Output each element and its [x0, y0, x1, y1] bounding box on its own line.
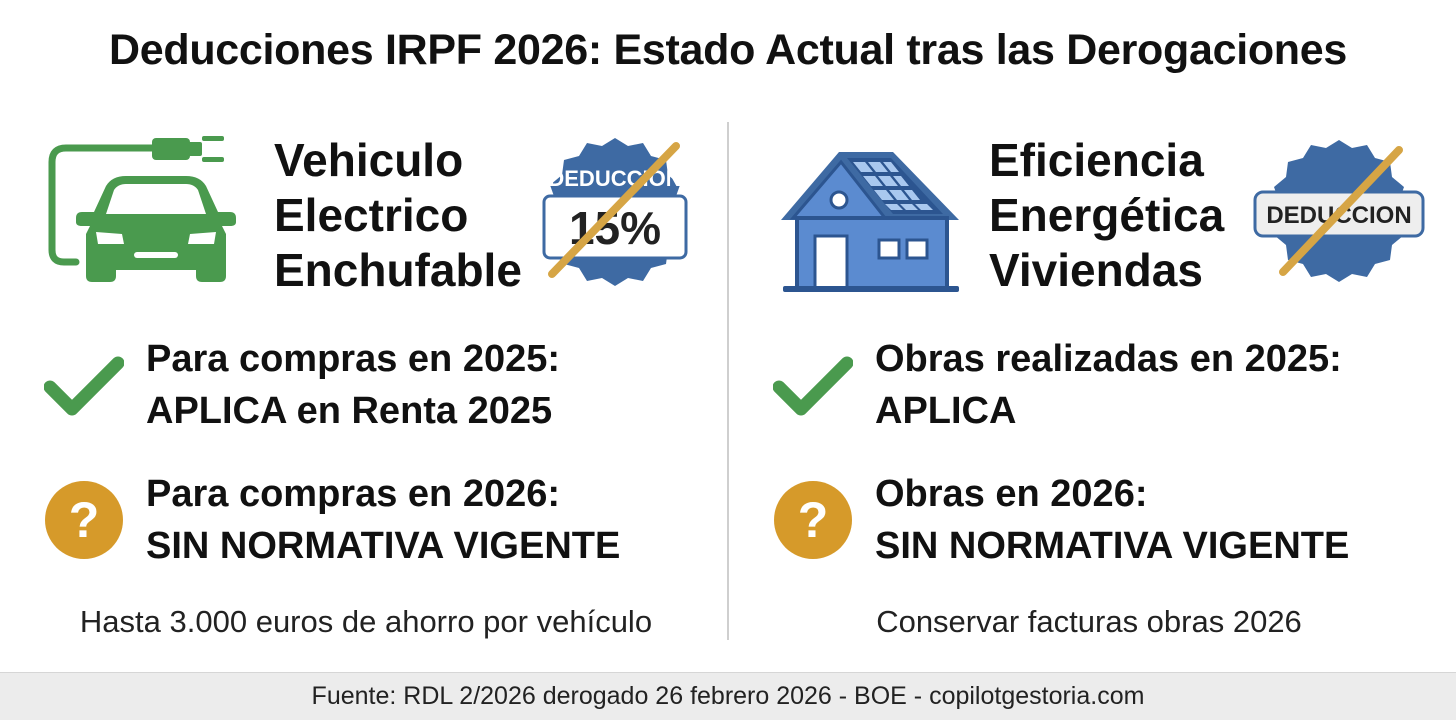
- source-footer: Fuente: RDL 2/2026 derogado 26 febrero 2…: [0, 672, 1456, 720]
- status-row-2026: ? Obras en 2026: SIN NORMATIVA VIGENTE: [773, 468, 1349, 572]
- check-icon: [44, 345, 124, 425]
- electric-car-plug-icon: [48, 136, 236, 282]
- status-row-2025: Para compras en 2025: APLICA en Renta 20…: [44, 333, 560, 437]
- status-line-1: Para compras en 2025:: [146, 338, 561, 380]
- heading-electric-vehicle: Vehiculo Electrico Enchufable: [274, 133, 522, 298]
- status-row-2026: ? Para compras en 2026: SIN NORMATIVA VI…: [44, 468, 620, 572]
- note-savings: Hasta 3.000 euros de ahorro por vehículo: [79, 604, 653, 639]
- crossed-out-badge-icon: DEDUCCION: [1253, 140, 1425, 282]
- heading-line-3: Enchufable: [274, 244, 522, 296]
- status-row-2025: Obras realizadas en 2025: APLICA: [773, 333, 1342, 437]
- solar-house-icon: [781, 152, 959, 292]
- crossed-out-badge-icon: DEDUCCION 15%: [542, 138, 688, 286]
- column-divider: [727, 122, 729, 640]
- note-keep-invoices: Conservar facturas obras 2026: [876, 604, 1302, 639]
- svg-text:?: ?: [69, 492, 100, 548]
- heading-line-3: Viviendas: [989, 244, 1203, 296]
- status-line-2: SIN NORMATIVA VIGENTE: [146, 525, 621, 567]
- badge-label: DEDUCCION: [548, 166, 681, 191]
- status-line-2: APLICA en Renta 2025: [146, 390, 553, 432]
- check-icon: [773, 345, 853, 425]
- panel-electric-vehicle: Vehiculo Electrico Enchufable DEDUCCION …: [0, 0, 727, 670]
- heading-line-2: Electrico: [274, 189, 469, 241]
- status-line-2: SIN NORMATIVA VIGENTE: [875, 525, 1350, 567]
- heading-line-1: Eficiencia: [989, 134, 1204, 186]
- svg-text:?: ?: [798, 492, 829, 548]
- status-line-1: Obras en 2026:: [875, 473, 1148, 515]
- question-icon: ?: [773, 480, 853, 560]
- panel-energy-efficiency: Eficiencia Energética Viviendas DEDUCCIO…: [729, 0, 1456, 670]
- status-line-1: Para compras en 2026:: [146, 473, 561, 515]
- status-text-2026: Para compras en 2026: SIN NORMATIVA VIGE…: [146, 468, 620, 572]
- status-line-1: Obras realizadas en 2025:: [875, 338, 1342, 380]
- status-text-2026: Obras en 2026: SIN NORMATIVA VIGENTE: [875, 468, 1349, 572]
- question-icon: ?: [44, 480, 124, 560]
- heading-line-2: Energética: [989, 189, 1225, 241]
- heading-line-1: Vehiculo: [274, 134, 464, 186]
- status-line-2: APLICA: [875, 390, 1017, 432]
- page-title: Deducciones IRPF 2026: Estado Actual tra…: [109, 26, 1347, 74]
- status-text-2025: Para compras en 2025: APLICA en Renta 20…: [146, 333, 560, 437]
- status-text-2025: Obras realizadas en 2025: APLICA: [875, 333, 1342, 437]
- heading-energy-efficiency: Eficiencia Energética Viviendas: [989, 133, 1224, 298]
